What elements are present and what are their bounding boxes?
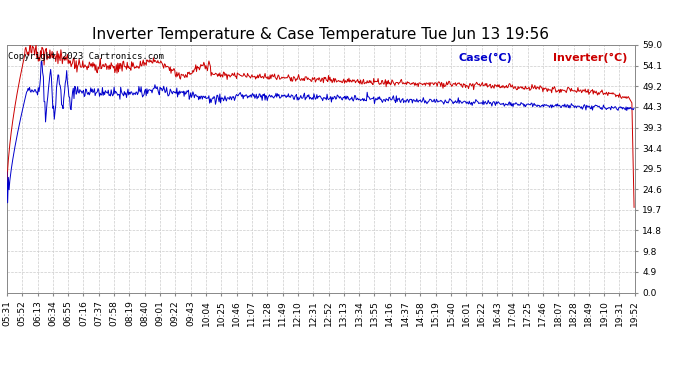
Title: Inverter Temperature & Case Temperature Tue Jun 13 19:56: Inverter Temperature & Case Temperature … <box>92 27 549 42</box>
Text: Inverter(°C): Inverter(°C) <box>553 53 627 63</box>
Text: Case(°C): Case(°C) <box>459 53 513 63</box>
Text: Copyright 2023 Cartronics.com: Copyright 2023 Cartronics.com <box>8 53 164 62</box>
